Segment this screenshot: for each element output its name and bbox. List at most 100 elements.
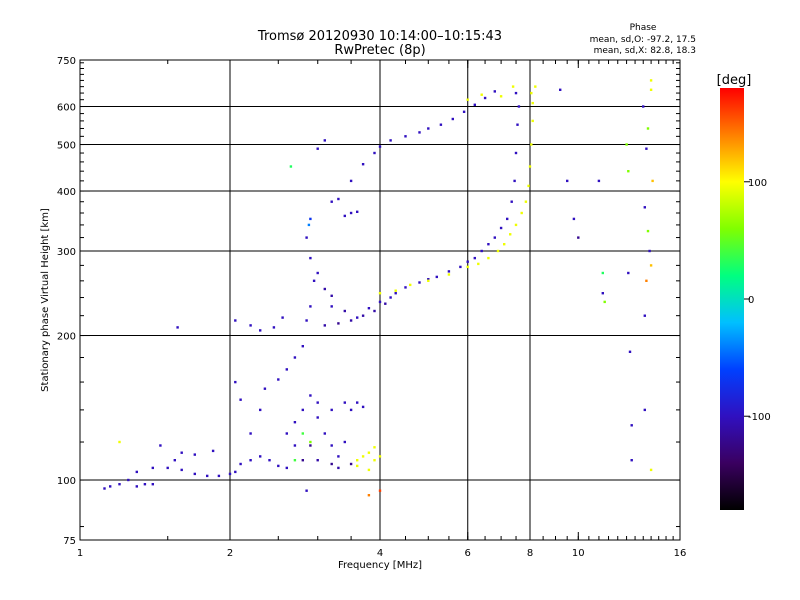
data-point bbox=[127, 478, 130, 482]
data-point bbox=[103, 487, 106, 490]
x-tick-label: 4 bbox=[377, 548, 383, 559]
data-point bbox=[378, 292, 382, 295]
data-point bbox=[166, 466, 169, 470]
data-point bbox=[378, 489, 382, 492]
data-point bbox=[409, 283, 412, 287]
data-point bbox=[316, 459, 319, 462]
data-point bbox=[649, 88, 653, 91]
data-point bbox=[427, 127, 430, 130]
data-point bbox=[343, 440, 346, 444]
colorbar-tick-label: 0 bbox=[748, 295, 754, 306]
y-axis-label: Stationary phase Virtual Height [km] bbox=[40, 208, 51, 392]
data-point bbox=[389, 296, 392, 299]
data-point bbox=[228, 472, 232, 476]
data-point bbox=[577, 236, 580, 239]
data-point bbox=[447, 270, 451, 273]
data-point bbox=[404, 135, 407, 138]
data-point bbox=[109, 485, 112, 488]
data-point bbox=[559, 88, 562, 91]
data-point bbox=[305, 489, 308, 492]
data-point bbox=[378, 300, 382, 304]
data-point bbox=[378, 455, 382, 458]
data-point bbox=[193, 472, 196, 476]
data-points bbox=[103, 79, 654, 497]
data-point bbox=[427, 279, 430, 282]
data-point bbox=[301, 408, 304, 412]
data-point bbox=[404, 286, 407, 289]
data-point bbox=[301, 432, 304, 435]
data-point bbox=[361, 314, 365, 317]
data-point bbox=[337, 455, 340, 458]
phase-box-line-x: mean, sd,X: 82.8, 18.3 bbox=[594, 46, 696, 56]
data-point bbox=[285, 368, 288, 371]
data-point bbox=[473, 256, 476, 260]
data-point bbox=[259, 455, 262, 458]
data-point bbox=[530, 91, 533, 95]
data-point bbox=[330, 305, 333, 308]
data-point bbox=[389, 139, 392, 142]
data-point bbox=[323, 139, 326, 142]
data-point bbox=[307, 223, 311, 227]
data-point bbox=[493, 236, 496, 239]
y-tick-label: 200 bbox=[57, 332, 76, 343]
x-tick-label: 1 bbox=[77, 548, 83, 559]
data-point bbox=[627, 170, 630, 173]
data-point bbox=[514, 91, 518, 95]
x-tick-label: 16 bbox=[674, 548, 687, 559]
chart-title-line2: RwPretec (8p) bbox=[334, 43, 425, 58]
data-point bbox=[514, 223, 518, 227]
data-point bbox=[330, 462, 333, 466]
y-axis-ticks: 75 100 200 300 400 500 600 750 bbox=[57, 56, 680, 547]
data-point bbox=[601, 271, 604, 275]
grid-lines bbox=[80, 60, 680, 540]
data-point bbox=[466, 265, 469, 269]
data-point bbox=[645, 147, 648, 150]
data-point bbox=[305, 319, 308, 322]
data-point bbox=[309, 394, 312, 397]
data-point bbox=[649, 468, 653, 472]
phase-box-heading: Phase bbox=[630, 23, 657, 33]
data-point bbox=[493, 90, 496, 93]
data-point bbox=[277, 464, 280, 468]
colorbar-label: [deg] bbox=[717, 73, 752, 88]
data-point bbox=[263, 387, 267, 390]
data-point bbox=[531, 101, 534, 105]
data-point bbox=[176, 326, 179, 329]
data-point bbox=[356, 401, 359, 404]
data-point bbox=[180, 451, 183, 454]
x-axis-ticks: 1 2 4 6 8 10 16 bbox=[77, 60, 687, 559]
data-point bbox=[337, 197, 340, 201]
data-point bbox=[496, 249, 500, 253]
data-point bbox=[418, 131, 421, 134]
data-point bbox=[349, 211, 353, 215]
data-point bbox=[309, 444, 312, 447]
data-point bbox=[499, 95, 503, 98]
data-point bbox=[173, 459, 176, 462]
data-point bbox=[648, 249, 651, 253]
data-point bbox=[337, 466, 340, 470]
data-point bbox=[418, 281, 421, 284]
data-point bbox=[373, 151, 376, 155]
data-point bbox=[439, 123, 443, 126]
data-point bbox=[643, 408, 646, 412]
data-point bbox=[530, 143, 533, 146]
data-point bbox=[316, 271, 319, 275]
data-point bbox=[384, 302, 387, 305]
data-point bbox=[649, 79, 653, 82]
data-point bbox=[193, 453, 196, 456]
data-point bbox=[217, 474, 221, 478]
data-point bbox=[118, 483, 121, 486]
data-point bbox=[249, 459, 252, 462]
data-point bbox=[510, 200, 513, 203]
data-point bbox=[316, 416, 319, 419]
colorbar-tick-label: 100 bbox=[748, 178, 767, 189]
data-point bbox=[630, 424, 633, 427]
data-point bbox=[516, 123, 519, 126]
data-point bbox=[293, 444, 297, 447]
data-point bbox=[361, 455, 365, 458]
data-point bbox=[234, 319, 237, 322]
data-point bbox=[517, 105, 521, 108]
data-point bbox=[642, 105, 645, 108]
data-point bbox=[259, 408, 262, 412]
y-tick-label: 750 bbox=[57, 56, 76, 67]
